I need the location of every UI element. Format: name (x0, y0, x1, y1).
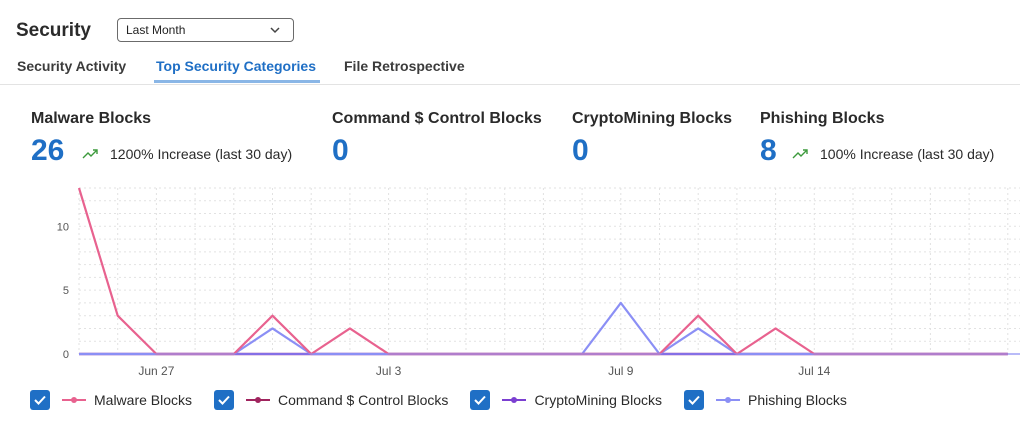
checkbox-checked-icon[interactable] (30, 390, 50, 410)
metric-phishing-value: 8 (760, 134, 777, 167)
x-tick-label: Jul 3 (376, 364, 402, 378)
checkbox-checked-icon[interactable] (214, 390, 235, 410)
period-select[interactable]: Last Month (117, 18, 294, 42)
metric-crypto-value: 0 (572, 134, 589, 167)
metric-malware-label: Malware Blocks (31, 110, 152, 127)
legend-item-crypto[interactable]: CryptoMining Blocks (470, 390, 662, 410)
legend-swatch-crypto (502, 397, 527, 403)
page-title: Security (16, 20, 91, 41)
metric-malware-value: 26 (31, 134, 65, 167)
security-categories-chart: 0 5 10 Jun 27 Jul 3 Jul 9 Jul 14 (57, 187, 1020, 378)
metric-malware-trend-text: 1200% Increase (last 30 day) (110, 146, 293, 162)
tab-bar: Security Activity Top Security Categorie… (0, 56, 1020, 85)
legend-swatch-malware (62, 397, 86, 403)
checkbox-checked-icon[interactable] (684, 390, 705, 410)
tab-security-activity[interactable]: Security Activity (17, 58, 127, 74)
metric-command-label: Command $ Control Blocks (332, 110, 542, 127)
trend-up-icon (792, 149, 808, 159)
legend-label-crypto: CryptoMining Blocks (534, 392, 663, 408)
tab-file-retrospective[interactable]: File Retrospective (344, 58, 465, 74)
active-tab-indicator (154, 80, 320, 83)
metric-phishing-label: Phishing Blocks (760, 110, 885, 127)
legend-swatch-command (246, 397, 271, 403)
legend-item-malware[interactable]: Malware Blocks (30, 390, 192, 410)
y-tick-label: 10 (57, 221, 69, 233)
legend-item-command[interactable]: Command $ Control Blocks (214, 390, 448, 410)
trend-up-icon (82, 149, 98, 159)
metric-phishing-trend-text: 100% Increase (last 30 day) (820, 146, 995, 162)
x-tick-label: Jun 27 (138, 364, 174, 378)
checkbox-checked-icon[interactable] (470, 390, 491, 410)
legend-item-phishing[interactable]: Phishing Blocks (684, 390, 847, 410)
tab-top-security-categories[interactable]: Top Security Categories (156, 58, 317, 74)
x-tick-label: Jul 9 (608, 364, 634, 378)
page-header: Security (16, 16, 91, 46)
legend-label-malware: Malware Blocks (94, 392, 193, 408)
legend-label-command: Command $ Control Blocks (278, 392, 449, 408)
chart-legend: Malware Blocks Command $ Control Blocks … (30, 390, 869, 410)
period-select-value: Last Month (126, 23, 186, 37)
metric-phishing-trend: 100% Increase (last 30 day) (792, 146, 994, 162)
metric-crypto-label: CryptoMining Blocks (572, 110, 733, 127)
y-tick-label: 5 (63, 285, 69, 297)
chevron-down-icon (269, 24, 281, 39)
y-tick-label: 0 (63, 349, 69, 361)
legend-label-phishing: Phishing Blocks (748, 392, 847, 408)
legend-swatch-phishing (716, 397, 741, 403)
x-tick-label: Jul 14 (798, 364, 830, 378)
metric-command-value: 0 (332, 134, 349, 167)
metric-malware-trend: 1200% Increase (last 30 day) (82, 146, 292, 162)
